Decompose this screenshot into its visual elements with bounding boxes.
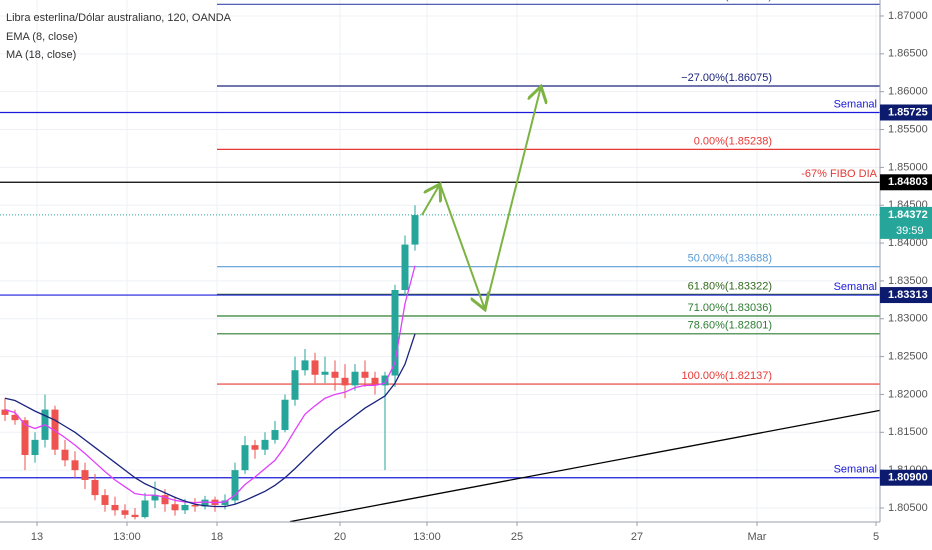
candle-body xyxy=(321,371,329,375)
candle-body xyxy=(71,460,79,471)
candle-body xyxy=(291,370,299,400)
candle-body xyxy=(151,495,159,501)
price-label-box xyxy=(880,206,932,239)
y-tick-label: 1.80500 xyxy=(888,502,928,514)
fib-label: 71.00%(1.83036) xyxy=(688,302,772,314)
price-label-box xyxy=(880,104,932,121)
candle-body xyxy=(401,244,409,290)
indicator-line xyxy=(4,265,416,504)
price-label: 1.80900 xyxy=(888,472,928,484)
candle-body xyxy=(221,500,229,505)
level-label: Semanal xyxy=(834,281,877,293)
candle-body xyxy=(101,495,109,505)
candle-body xyxy=(181,504,189,511)
candle-body xyxy=(311,360,319,375)
x-tick-label: 13 xyxy=(31,531,43,543)
candle-body xyxy=(11,414,19,421)
candle-body xyxy=(361,371,369,378)
candle-body xyxy=(91,479,99,496)
y-tick-label: 1.84000 xyxy=(888,237,928,249)
projection-arrow xyxy=(439,183,485,310)
x-tick-label: Mar xyxy=(748,531,767,543)
fib-label: 50.00%(1.83688) xyxy=(688,253,772,265)
candle-body xyxy=(111,504,119,511)
candle-body xyxy=(231,470,239,501)
level-label: -67% FIBO DIA xyxy=(801,168,877,180)
y-tick-label: 1.85500 xyxy=(888,123,928,135)
y-tick-label: 1.86500 xyxy=(888,48,928,60)
candle-body xyxy=(141,500,149,518)
candle-body xyxy=(251,445,259,450)
candle-body xyxy=(31,439,39,456)
price-label-box xyxy=(880,469,932,486)
candle-body xyxy=(81,470,89,480)
legend-entry: EMA (8, close) xyxy=(6,31,78,43)
price-axis xyxy=(880,0,932,550)
candle-body xyxy=(411,215,419,245)
chart-title: Libra esterlina/Dólar australiano, 120, … xyxy=(6,12,232,24)
candle-body xyxy=(171,504,179,511)
y-tick-label: 1.83000 xyxy=(888,313,928,325)
candle-body xyxy=(201,499,209,507)
y-tick-label: 1.87000 xyxy=(888,10,928,22)
candle-body xyxy=(1,409,9,415)
candle-body xyxy=(341,377,349,386)
fib-label: 0.00%(1.85238) xyxy=(694,135,772,147)
y-tick-label: 1.81500 xyxy=(888,426,928,438)
x-tick-label: 27 xyxy=(631,531,643,543)
candle-body xyxy=(391,289,399,376)
trendline xyxy=(289,409,881,523)
fib-label: −27.00%(1.86075) xyxy=(681,72,772,84)
price-label: 1.84372 xyxy=(888,209,928,221)
price-label: 1.85725 xyxy=(888,106,928,118)
candle-body xyxy=(271,430,279,440)
candle-body xyxy=(131,514,139,518)
x-tick-label: 5 xyxy=(873,531,879,543)
candle-body xyxy=(351,371,359,386)
candle-body xyxy=(121,510,129,515)
price-label-box xyxy=(880,174,932,191)
candle-body xyxy=(191,504,199,507)
level-label: Semanal xyxy=(834,464,877,476)
fib-label: 78.60%(1.82801) xyxy=(688,320,772,332)
x-tick-label: 20 xyxy=(334,531,346,543)
candle-body xyxy=(61,449,69,461)
candle-body xyxy=(261,439,269,450)
candle-body xyxy=(371,377,379,386)
fib-label: −61.80%(1.87154) xyxy=(681,0,772,2)
candle-body xyxy=(241,445,249,471)
x-tick-label: 25 xyxy=(511,531,523,543)
candle-body xyxy=(281,399,289,431)
projection-arrow xyxy=(484,86,541,310)
indicator-line xyxy=(4,333,416,508)
y-tick-label: 1.82000 xyxy=(888,388,928,400)
candle-body xyxy=(161,495,169,505)
projection-arrow xyxy=(421,184,440,216)
fib-label: 100.00%(1.82137) xyxy=(681,370,772,382)
candle-body xyxy=(51,409,59,450)
price-label-box xyxy=(880,287,932,304)
price-label: 1.84803 xyxy=(888,176,928,188)
level-label: Semanal xyxy=(834,98,877,110)
legend-entry: MA (18, close) xyxy=(6,49,76,61)
y-tick-label: 1.83500 xyxy=(888,275,928,287)
x-tick-label: 18 xyxy=(211,531,223,543)
x-tick-label: 13:00 xyxy=(413,531,441,543)
x-tick-label: 13:00 xyxy=(113,531,141,543)
candle-body xyxy=(331,371,339,378)
price-label: 1.83313 xyxy=(888,289,928,301)
candle-body xyxy=(381,375,389,386)
y-tick-label: 1.85000 xyxy=(888,161,928,173)
countdown: 39:59 xyxy=(896,225,924,237)
fib-label: 61.80%(1.83322) xyxy=(688,280,772,292)
y-tick-label: 1.86000 xyxy=(888,86,928,98)
y-tick-label: 1.82500 xyxy=(888,351,928,363)
candle-body xyxy=(301,360,309,371)
candle-body xyxy=(21,420,29,456)
